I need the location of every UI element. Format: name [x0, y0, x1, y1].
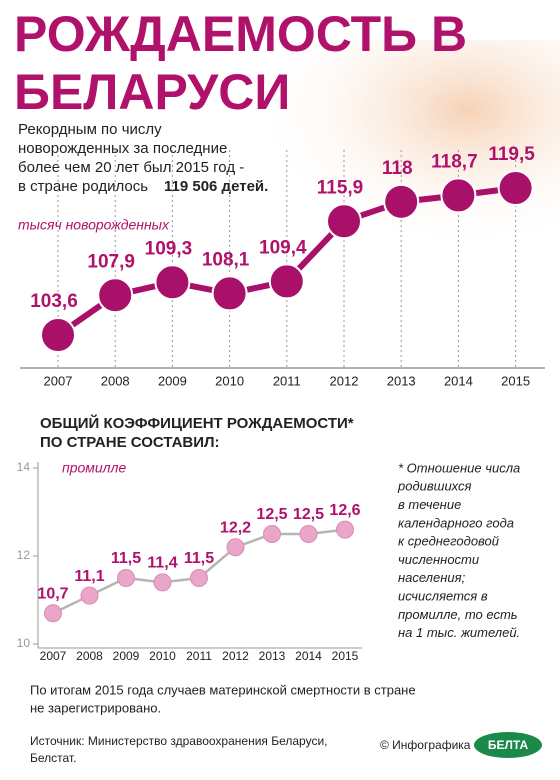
value-label: 12,2	[220, 519, 251, 536]
value-label: 103,6	[30, 291, 78, 312]
value-label: 118,7	[431, 151, 478, 172]
footnote: численности	[398, 552, 479, 567]
x-tick-label: 2012	[330, 373, 359, 388]
value-label: 12,5	[256, 506, 287, 523]
value-label: 109,3	[145, 238, 193, 259]
data-point	[80, 586, 99, 605]
x-tick-label: 2013	[387, 373, 416, 388]
data-point	[263, 525, 281, 543]
x-tick-label: 2014	[295, 649, 322, 663]
value-label: 11,5	[184, 550, 214, 567]
x-tick-label: 2009	[113, 649, 140, 663]
value-label: 12,6	[329, 502, 360, 519]
intro-line: в стране родилось	[18, 178, 148, 195]
footnote: в течение	[398, 497, 461, 512]
logo-text: БЕЛТА	[488, 738, 529, 752]
footer-text: не зарегистрировано.	[30, 700, 161, 715]
x-tick-label: 2007	[44, 373, 73, 388]
footnote: промилле, то есть	[398, 607, 518, 622]
chart-title: ПО СТРАНЕ СОСТАВИЛ:	[40, 434, 220, 451]
title: РОЖДАЕМОСТЬ В	[14, 6, 467, 62]
logo-badge	[474, 732, 542, 758]
data-point	[154, 264, 191, 301]
footnote: на 1 тыс. жителей.	[398, 625, 520, 640]
data-point	[268, 263, 305, 300]
value-label: 11,4	[147, 555, 177, 572]
x-tick-label: 2007	[40, 649, 67, 663]
title: БЕЛАРУСИ	[14, 64, 290, 120]
source: Белстат.	[30, 751, 76, 765]
data-point	[440, 177, 477, 214]
x-tick-label: 2011	[273, 373, 301, 388]
data-point	[153, 573, 172, 592]
x-tick-label: 2014	[444, 373, 473, 388]
footnote: исчисляется в	[398, 589, 488, 604]
source: Источник: Министерство здравоохранения Б…	[30, 734, 328, 748]
footnote: населения;	[398, 570, 466, 585]
x-tick-label: 2011	[186, 649, 212, 663]
intro-bold: 119 506 детей.	[164, 178, 268, 195]
data-point	[190, 569, 208, 587]
x-tick-label: 2015	[332, 649, 359, 663]
data-point	[497, 170, 534, 206]
value-label: 108,1	[202, 249, 250, 270]
footer-text: По итогам 2015 года случаев материнской …	[30, 682, 416, 697]
value-label: 119,5	[488, 144, 535, 165]
footnote: календарного года	[398, 515, 514, 530]
value-label: 10,7	[37, 585, 68, 602]
copyright: © Инфографика	[380, 738, 471, 752]
footnote: родившихся	[397, 479, 472, 494]
data-point	[211, 275, 248, 312]
value-label: 115,9	[317, 177, 364, 198]
chart-title: ОБЩИЙ КОЭФФИЦИЕНТ РОЖДАЕМОСТИ*	[40, 414, 354, 432]
value-label: 11,5	[111, 550, 141, 567]
x-tick-label: 2010	[149, 649, 176, 663]
data-point	[117, 569, 135, 587]
data-point	[383, 183, 420, 220]
data-point	[44, 604, 62, 623]
y-tick-label: 14	[17, 460, 31, 474]
y-tick-label: 12	[17, 548, 31, 562]
y-axis-label: тысяч новорожденных	[18, 217, 170, 233]
data-point	[299, 525, 318, 543]
value-label: 107,9	[87, 251, 135, 272]
x-tick-label: 2008	[76, 649, 103, 663]
x-tick-label: 2012	[222, 649, 249, 663]
value-label: 11,1	[74, 568, 104, 585]
data-point	[97, 277, 134, 314]
data-point	[226, 538, 245, 557]
intro-line: более чем 20 лет был 2015 год -	[18, 159, 244, 176]
y-tick-label: 10	[17, 636, 31, 650]
intro-line: новорожденных за последние	[18, 140, 227, 157]
footnote: к среднегодовой	[398, 534, 499, 549]
x-tick-label: 2009	[158, 373, 187, 388]
data-point	[336, 520, 354, 539]
y-axis-label: промилле	[62, 460, 126, 476]
data-point	[40, 317, 76, 353]
footnote: * Отношение числа	[398, 460, 520, 475]
x-tick-label: 2010	[215, 373, 244, 388]
x-tick-label: 2015	[501, 373, 530, 388]
value-label: 12,5	[293, 506, 324, 523]
x-tick-label: 2013	[259, 649, 286, 663]
intro-line: Рекордным по числу	[18, 121, 162, 138]
value-label: 109,4	[259, 237, 307, 258]
data-point	[326, 203, 362, 240]
value-label: 118	[382, 158, 413, 179]
x-tick-label: 2008	[101, 373, 130, 388]
